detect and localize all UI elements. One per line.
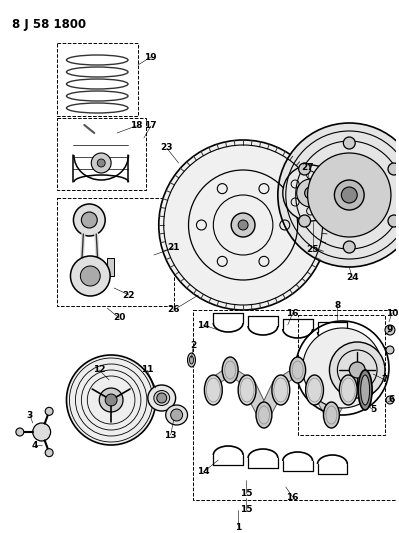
Text: 16: 16 [286, 492, 299, 502]
Circle shape [80, 266, 100, 286]
Circle shape [231, 213, 255, 237]
Text: 26: 26 [168, 305, 180, 314]
Ellipse shape [204, 375, 222, 405]
Circle shape [304, 187, 316, 199]
Text: 14: 14 [197, 320, 210, 329]
Circle shape [302, 328, 382, 408]
Circle shape [67, 355, 156, 445]
Text: 13: 13 [164, 431, 177, 440]
Polygon shape [223, 370, 255, 382]
Ellipse shape [306, 375, 324, 405]
Bar [107, 258, 114, 276]
Ellipse shape [238, 375, 256, 405]
Text: 17: 17 [144, 122, 157, 131]
Ellipse shape [361, 375, 369, 405]
Circle shape [297, 179, 324, 207]
Circle shape [349, 362, 365, 378]
Text: 27: 27 [301, 164, 314, 173]
Ellipse shape [190, 356, 194, 364]
Text: 7: 7 [382, 376, 388, 384]
Polygon shape [239, 382, 271, 415]
Circle shape [105, 394, 117, 406]
Circle shape [308, 153, 391, 237]
Circle shape [45, 449, 53, 457]
Circle shape [33, 423, 51, 441]
Circle shape [388, 215, 399, 227]
Bar [57, 43, 138, 116]
Polygon shape [257, 382, 289, 415]
Circle shape [157, 393, 167, 403]
Circle shape [388, 163, 399, 175]
Ellipse shape [148, 385, 176, 411]
Text: 25: 25 [306, 246, 319, 254]
Ellipse shape [358, 370, 372, 410]
Circle shape [97, 159, 105, 167]
Bar [57, 198, 174, 306]
Polygon shape [306, 382, 338, 415]
Ellipse shape [256, 402, 272, 428]
Circle shape [278, 123, 399, 267]
Polygon shape [324, 382, 356, 415]
Text: 23: 23 [160, 143, 173, 152]
Text: 16: 16 [286, 309, 299, 318]
Circle shape [386, 346, 394, 354]
Polygon shape [205, 370, 237, 382]
Circle shape [343, 241, 355, 253]
Ellipse shape [272, 375, 290, 405]
Ellipse shape [290, 357, 306, 383]
Ellipse shape [222, 357, 238, 383]
Circle shape [330, 342, 385, 398]
Circle shape [343, 137, 355, 149]
Text: 11: 11 [140, 366, 153, 375]
Circle shape [298, 215, 310, 227]
Circle shape [45, 407, 53, 415]
Text: 9: 9 [387, 326, 393, 335]
Text: 2: 2 [190, 341, 197, 350]
Text: 22: 22 [123, 290, 135, 300]
Bar [298, 315, 385, 435]
Circle shape [238, 220, 248, 230]
Text: 20: 20 [113, 313, 125, 322]
Circle shape [283, 165, 338, 221]
Ellipse shape [154, 391, 170, 406]
Circle shape [99, 388, 123, 412]
Circle shape [385, 325, 395, 335]
Bar [57, 118, 146, 190]
Circle shape [91, 153, 111, 173]
Circle shape [159, 140, 328, 310]
Text: 15: 15 [240, 489, 252, 497]
Ellipse shape [188, 353, 196, 367]
Circle shape [73, 204, 105, 236]
Ellipse shape [340, 375, 357, 405]
Text: 12: 12 [93, 366, 105, 375]
Text: 8 J 58 1800: 8 J 58 1800 [12, 18, 86, 31]
Circle shape [81, 212, 97, 228]
Text: 5: 5 [370, 406, 376, 415]
Circle shape [16, 428, 24, 436]
Text: 21: 21 [168, 244, 180, 253]
Polygon shape [273, 370, 304, 382]
Ellipse shape [166, 405, 188, 425]
Circle shape [298, 163, 310, 175]
Circle shape [386, 396, 394, 404]
Circle shape [341, 187, 357, 203]
Text: 18: 18 [130, 122, 142, 131]
Text: 4: 4 [32, 440, 38, 449]
Text: 8: 8 [334, 301, 340, 310]
Text: 6: 6 [389, 395, 395, 405]
Polygon shape [291, 370, 322, 382]
Text: 15: 15 [240, 505, 252, 514]
Text: 3: 3 [27, 410, 33, 419]
Text: 14: 14 [197, 467, 210, 477]
Ellipse shape [324, 402, 340, 428]
Text: 19: 19 [144, 52, 157, 61]
Text: 24: 24 [346, 273, 359, 282]
Text: 1: 1 [235, 522, 241, 531]
Text: 10: 10 [386, 309, 398, 318]
Circle shape [171, 409, 183, 421]
Circle shape [334, 180, 364, 210]
Bar [194, 310, 399, 500]
Circle shape [71, 256, 110, 296]
